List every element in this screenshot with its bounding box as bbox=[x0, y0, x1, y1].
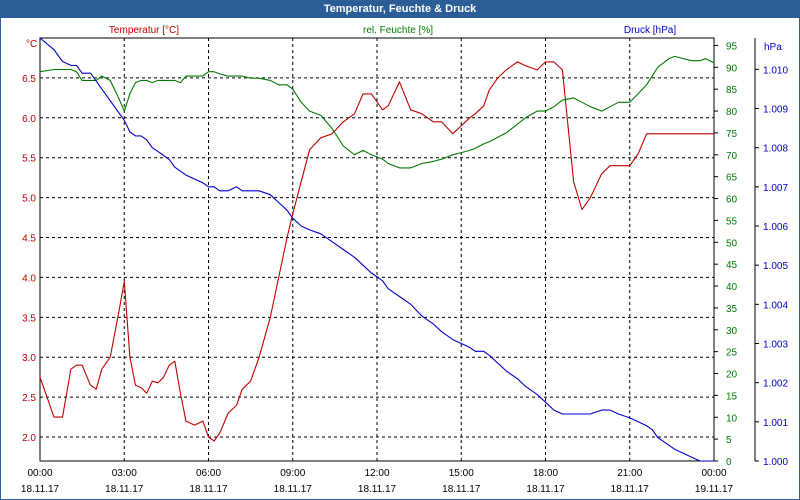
x-tick-date: 18.11.17 bbox=[274, 484, 313, 495]
x-tick-time: 00:00 bbox=[27, 468, 52, 479]
temperature-tick-label: 2.0 bbox=[22, 433, 36, 444]
temperature-tick-label: 5.0 bbox=[22, 194, 36, 205]
temperature-tick-label: 3.0 bbox=[22, 353, 36, 364]
x-tick-date: 18.11.17 bbox=[358, 484, 397, 495]
humidity-tick-label: 15 bbox=[726, 391, 738, 402]
temperature-tick-label: 4.0 bbox=[22, 273, 36, 284]
legend-temperature: Temperatur [°C] bbox=[109, 25, 179, 36]
x-tick-time: 00:00 bbox=[701, 468, 726, 479]
humidity-tick-label: 70 bbox=[726, 151, 738, 162]
legend-humidity: rel. Feuchte [%] bbox=[363, 25, 433, 36]
pressure-axis-unit: hPa bbox=[764, 42, 782, 53]
humidity-tick-label: 45 bbox=[726, 260, 738, 271]
humidity-tick-label: 25 bbox=[726, 348, 738, 359]
humidity-tick-label: 85 bbox=[726, 85, 738, 96]
plot-border bbox=[39, 37, 715, 462]
humidity-tick-label: 90 bbox=[726, 63, 738, 74]
temperature-tick-label: 5.5 bbox=[22, 154, 36, 165]
pressure-tick-label: 1.008 bbox=[763, 144, 788, 155]
pressure-tick-label: 1.010 bbox=[763, 65, 788, 76]
pressure-tick-label: 1.009 bbox=[763, 105, 788, 116]
humidity-tick-label: 35 bbox=[726, 304, 738, 315]
legend-pressure: Druck [hPa] bbox=[624, 25, 676, 36]
x-tick-time: 03:00 bbox=[112, 468, 137, 479]
x-tick-time: 21:00 bbox=[617, 468, 642, 479]
pressure-tick-label: 1.003 bbox=[763, 340, 788, 351]
pressure-tick-label: 1.007 bbox=[763, 183, 788, 194]
temperature-tick-label: 6.5 bbox=[22, 74, 36, 85]
x-tick-time: 15:00 bbox=[449, 468, 474, 479]
x-tick-date: 19.11.17 bbox=[695, 484, 734, 495]
humidity-series-line bbox=[39, 55, 715, 169]
temperature-tick-label: 3.5 bbox=[22, 313, 36, 324]
temperature-axis-unit: °C bbox=[26, 39, 37, 50]
pressure-tick-label: 1.004 bbox=[763, 300, 788, 311]
temperature-series-line bbox=[39, 61, 714, 442]
humidity-tick-label: 50 bbox=[726, 238, 738, 249]
temperature-tick-label: 6.0 bbox=[22, 114, 36, 125]
x-tick-time: 09:00 bbox=[280, 468, 305, 479]
x-tick-time: 12:00 bbox=[364, 468, 389, 479]
x-tick-date: 18.11.17 bbox=[611, 484, 650, 495]
humidity-tick-label: 10 bbox=[726, 413, 738, 424]
pressure-tick-label: 1.001 bbox=[763, 418, 788, 429]
humidity-tick-label: 65 bbox=[726, 173, 738, 184]
x-tick-date: 18.11.17 bbox=[21, 484, 60, 495]
x-tick-date: 18.11.17 bbox=[189, 484, 228, 495]
x-tick-time: 18:00 bbox=[533, 468, 558, 479]
x-tick-date: 18.11.17 bbox=[442, 484, 481, 495]
pressure-series-line bbox=[39, 37, 714, 462]
x-tick-date: 18.11.17 bbox=[526, 484, 565, 495]
pressure-tick-label: 1.002 bbox=[763, 379, 788, 390]
humidity-tick-label: 55 bbox=[726, 216, 738, 227]
grid-lines bbox=[40, 38, 714, 461]
humidity-tick-label: 80 bbox=[726, 107, 738, 118]
series-lines bbox=[39, 37, 715, 462]
humidity-tick-label: 75 bbox=[726, 129, 738, 140]
axis-labels: 00:00 18.11.17 03:00 18.11.17 06:00 18.11.17 0… bbox=[21, 25, 789, 495]
pressure-tick-label: 1.000 bbox=[763, 457, 788, 468]
x-tick-time: 06:00 bbox=[196, 468, 221, 479]
humidity-tick-label: 20 bbox=[726, 370, 738, 381]
humidity-tick-label: 95 bbox=[726, 41, 738, 52]
pressure-tick-label: 1.005 bbox=[763, 261, 788, 272]
temperature-tick-label: 4.5 bbox=[22, 234, 36, 245]
humidity-tick-label: 40 bbox=[726, 282, 738, 293]
humidity-tick-label: 60 bbox=[726, 195, 738, 206]
pressure-tick-label: 1.006 bbox=[763, 222, 788, 233]
humidity-tick-label: 0 bbox=[726, 457, 732, 468]
humidity-tick-label: 5 bbox=[726, 435, 732, 446]
humidity-tick-label: 30 bbox=[726, 326, 738, 337]
x-tick-date: 18.11.17 bbox=[105, 484, 144, 495]
window-title: Temperatur, Feuchte & Druck bbox=[1, 1, 799, 18]
temperature-tick-label: 2.5 bbox=[22, 393, 36, 404]
axes bbox=[39, 37, 759, 462]
